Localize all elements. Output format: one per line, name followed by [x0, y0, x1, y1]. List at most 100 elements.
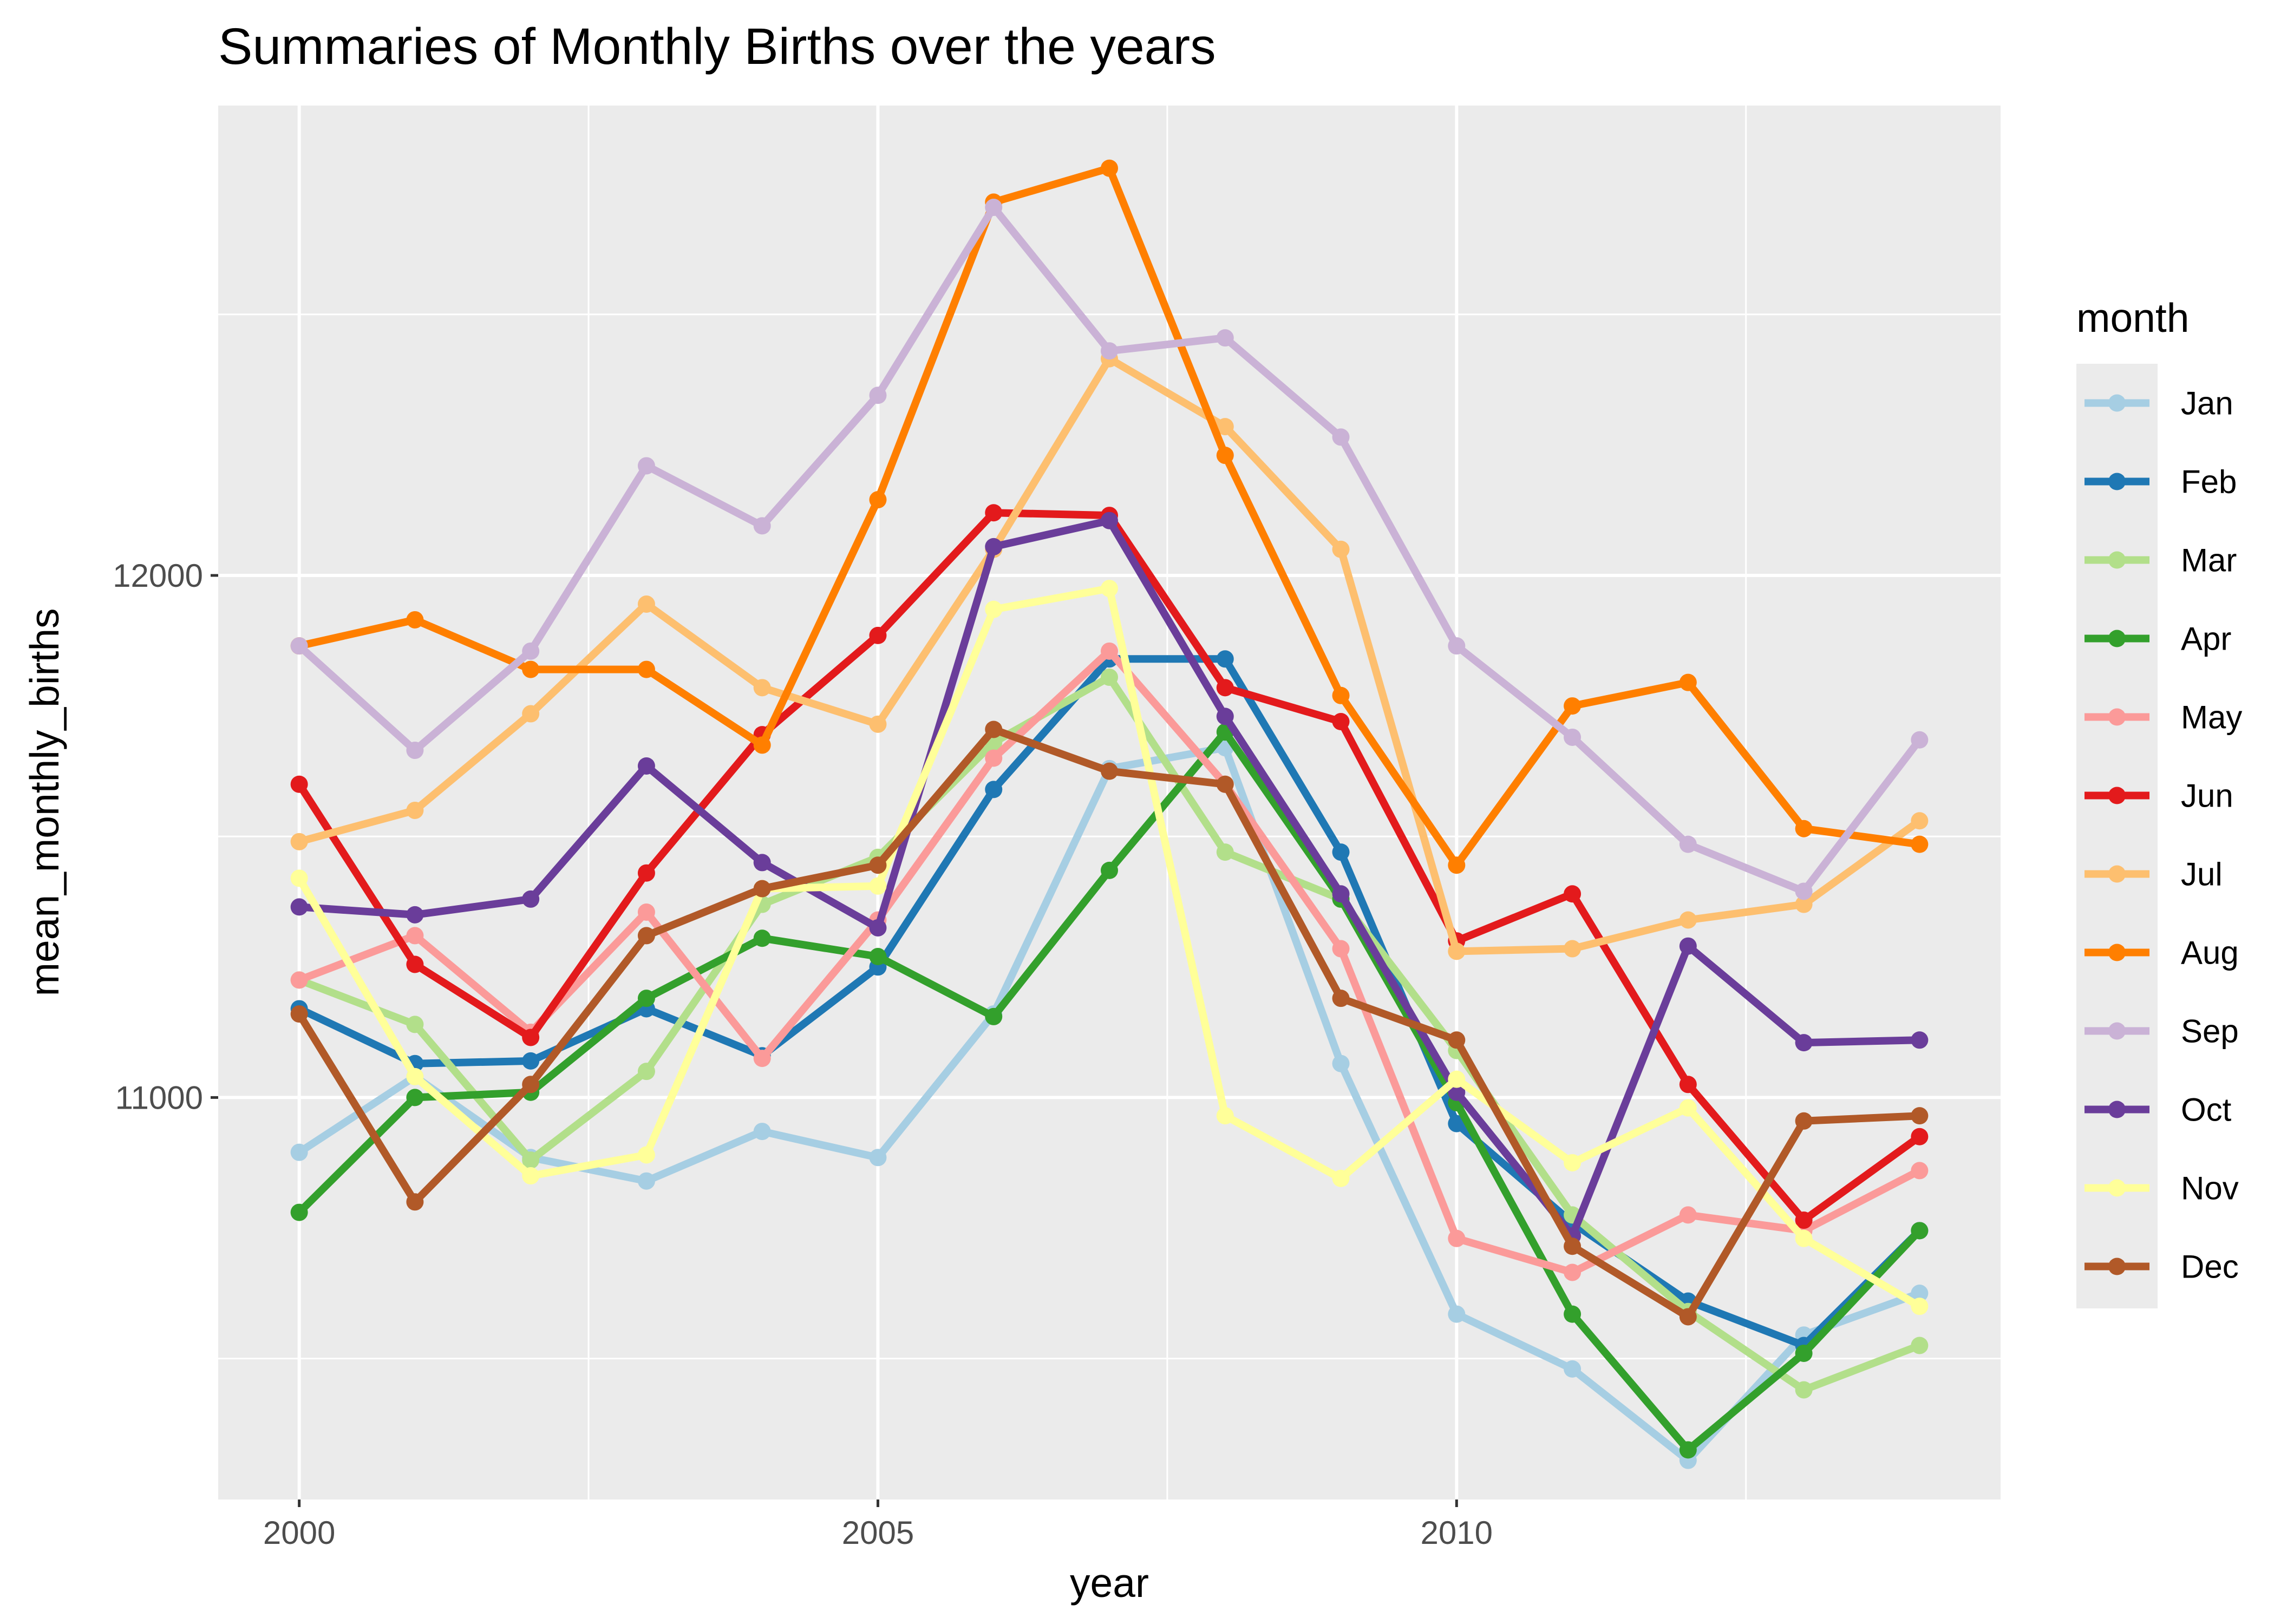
x-tick-label: 2000: [263, 1515, 335, 1551]
data-point-dec: [291, 1005, 308, 1023]
data-point-mar: [1795, 1381, 1813, 1398]
data-point-jul: [1564, 940, 1581, 958]
legend-key-point: [2108, 787, 2126, 804]
data-point-feb: [522, 1052, 539, 1070]
data-point-sep: [1217, 329, 1234, 346]
legend-label: Apr: [2181, 621, 2231, 657]
data-point-oct: [638, 757, 655, 775]
data-point-jan: [754, 1123, 771, 1140]
data-point-nov: [1448, 1071, 1465, 1088]
legend-label: Jun: [2181, 778, 2233, 814]
data-point-sep: [406, 742, 423, 759]
data-point-nov: [869, 878, 886, 895]
data-point-nov: [291, 869, 308, 887]
data-point-nov: [638, 1146, 655, 1163]
data-point-jan: [869, 1149, 886, 1166]
data-point-may: [638, 903, 655, 921]
data-point-mar: [1101, 669, 1118, 686]
data-point-may: [1101, 643, 1118, 660]
data-point-nov: [1680, 1099, 1697, 1117]
data-point-dec: [1448, 1031, 1465, 1049]
data-point-feb: [1332, 843, 1350, 861]
legend-label: Sep: [2181, 1013, 2239, 1050]
y-tick-label: 11000: [115, 1079, 203, 1116]
data-point-may: [1911, 1162, 1928, 1179]
data-point-feb: [1217, 650, 1234, 667]
data-point-oct: [1217, 708, 1234, 725]
data-point-sep: [291, 637, 308, 654]
data-point-jan: [1564, 1360, 1581, 1378]
data-point-feb: [985, 781, 1002, 798]
data-point-may: [1448, 1230, 1465, 1247]
data-point-jul: [1448, 942, 1465, 960]
data-point-nov: [985, 601, 1002, 618]
legend-label: Feb: [2181, 464, 2237, 500]
data-point-oct: [406, 906, 423, 924]
data-point-sep: [754, 517, 771, 534]
data-point-aug: [638, 661, 655, 678]
chart-title: Summaries of Monthly Births over the yea…: [218, 18, 1216, 75]
data-point-dec: [754, 880, 771, 898]
data-point-aug: [522, 661, 539, 678]
y-tick-label: 12000: [113, 558, 203, 594]
legend-key-point: [2108, 473, 2126, 490]
data-point-apr: [1795, 1345, 1813, 1362]
data-point-oct: [1101, 512, 1118, 529]
data-point-aug: [406, 611, 423, 628]
data-point-oct: [754, 854, 771, 871]
data-point-oct: [1911, 1031, 1928, 1049]
data-point-sep: [1911, 731, 1928, 749]
data-point-aug: [1911, 836, 1928, 853]
legend-label: Oct: [2181, 1092, 2232, 1128]
legend-label: Mar: [2181, 542, 2237, 579]
data-point-jul: [406, 802, 423, 819]
data-point-dec: [1911, 1107, 1928, 1124]
legend-label: Dec: [2181, 1249, 2239, 1285]
data-point-sep: [1448, 637, 1465, 654]
data-point-jun: [638, 865, 655, 882]
data-point-dec: [1680, 1308, 1697, 1325]
data-point-aug: [1101, 160, 1118, 177]
data-point-aug: [1332, 687, 1350, 704]
data-point-dec: [522, 1076, 539, 1093]
data-point-dec: [1332, 990, 1350, 1007]
data-point-apr: [291, 1204, 308, 1221]
data-point-sep: [1564, 729, 1581, 746]
legend-key-point: [2108, 709, 2126, 726]
data-point-aug: [1217, 447, 1234, 464]
data-point-jul: [754, 679, 771, 696]
data-point-aug: [1448, 856, 1465, 874]
data-point-nov: [522, 1167, 539, 1184]
data-point-jun: [406, 955, 423, 973]
data-point-aug: [754, 736, 771, 754]
data-point-aug: [869, 491, 886, 508]
data-point-may: [1332, 940, 1350, 958]
data-point-oct: [1795, 1034, 1813, 1051]
data-point-dec: [406, 1193, 423, 1210]
data-point-oct: [985, 538, 1002, 555]
data-point-may: [1564, 1263, 1581, 1281]
data-point-nov: [1795, 1230, 1813, 1247]
data-point-jul: [1332, 541, 1350, 558]
data-point-mar: [1911, 1337, 1928, 1354]
data-point-jul: [1680, 911, 1697, 928]
data-point-oct: [522, 890, 539, 908]
data-point-mar: [1217, 843, 1234, 861]
data-point-apr: [638, 990, 655, 1007]
legend-label: May: [2181, 699, 2242, 736]
data-point-apr: [406, 1089, 423, 1106]
legend-label: Jul: [2181, 856, 2223, 893]
legend-key-point: [2108, 866, 2126, 883]
data-point-jan: [1448, 1306, 1465, 1323]
data-point-may: [754, 1050, 771, 1067]
data-point-jun: [1332, 713, 1350, 730]
x-axis-title: year: [1070, 1560, 1149, 1606]
data-point-apr: [869, 948, 886, 965]
data-point-oct: [1680, 938, 1697, 955]
data-point-apr: [1911, 1222, 1928, 1239]
legend-key-point: [2108, 1023, 2126, 1040]
data-point-may: [291, 971, 308, 988]
data-point-dec: [1795, 1112, 1813, 1130]
data-point-dec: [985, 721, 1002, 738]
